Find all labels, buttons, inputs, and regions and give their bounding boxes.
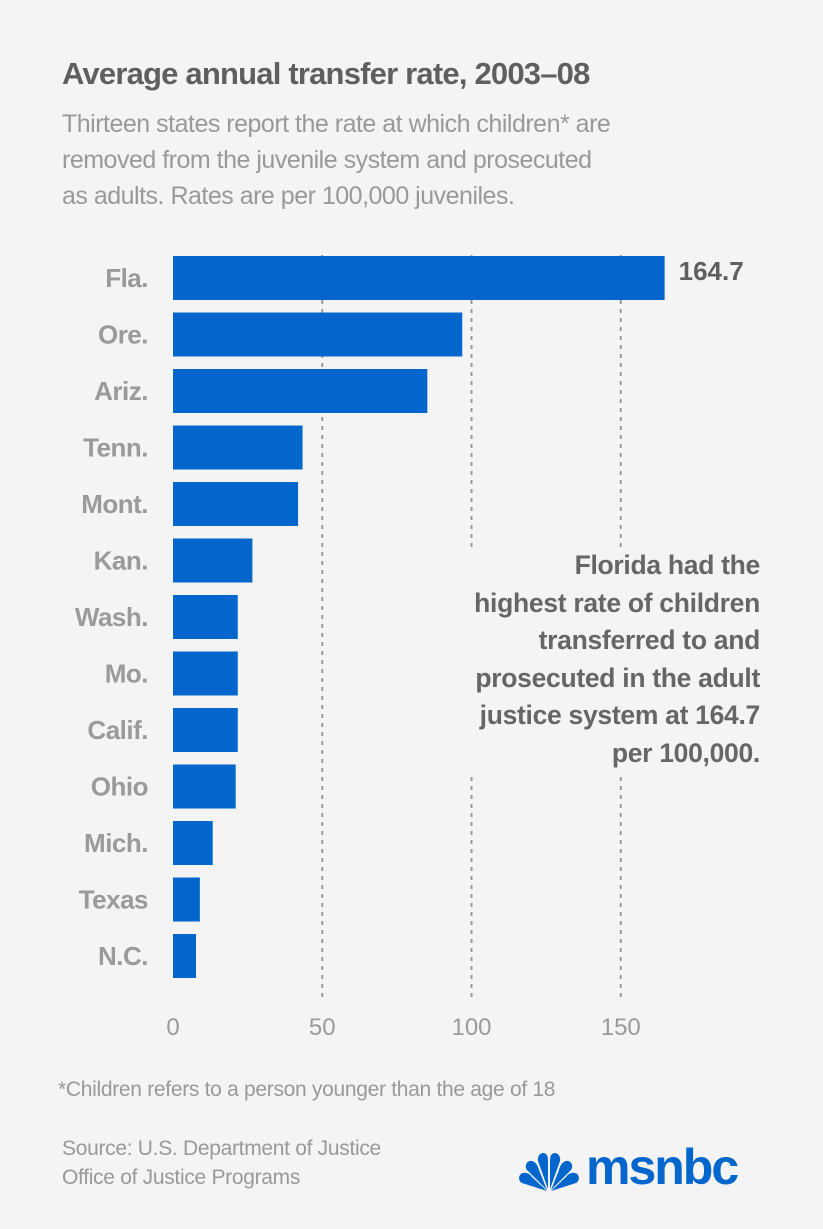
msnbc-logo: msnbc — [518, 1139, 739, 1196]
annotation-line: prosecuted in the adult — [475, 662, 760, 693]
x-tick-label: 100 — [451, 1014, 491, 1041]
subtitle-line: Thirteen states report the rate at which… — [62, 110, 611, 138]
source-line: Source: U.S. Department of Justice — [62, 1137, 381, 1160]
category-label: Texas — [79, 885, 148, 915]
source-credit: Source: U.S. Department of Justice Offic… — [62, 1134, 381, 1192]
annotation-callout: Florida had the highest rate of children… — [390, 547, 760, 772]
subtitle-line: removed from the juvenile system and pro… — [62, 146, 592, 174]
annotation-line: Florida had the — [574, 550, 761, 580]
footnote: *Children refers to a person younger tha… — [58, 1078, 556, 1101]
x-tick-label: 50 — [309, 1014, 336, 1041]
bar-mich — [173, 821, 213, 865]
bar-ariz — [173, 369, 428, 413]
category-label: Fla. — [105, 263, 148, 293]
annotation-line: per 100,000. — [611, 737, 760, 768]
annotation-line: justice system at 164.7 — [479, 700, 761, 730]
peacock-icon — [519, 1149, 579, 1191]
bar-mont — [173, 482, 299, 526]
category-label: Wash. — [75, 602, 148, 632]
chart-subtitle: Thirteen states report the rate at which… — [62, 106, 782, 214]
annotation-line: transferred to and — [538, 625, 761, 655]
category-label: Ohio — [91, 772, 148, 802]
bar-nc — [173, 934, 196, 978]
bar-kan — [173, 538, 253, 583]
bar-mo — [173, 651, 238, 696]
category-label: Mich. — [84, 828, 148, 858]
category-label: Ore. — [98, 320, 148, 350]
category-label: N.C. — [98, 941, 148, 971]
bar-tenn — [173, 425, 303, 470]
bars — [173, 256, 665, 978]
bar-calif — [173, 708, 238, 752]
category-label: Tenn. — [83, 433, 148, 463]
x-tick-label: 0 — [166, 1014, 179, 1041]
category-label: Calif. — [87, 715, 148, 745]
bar-fla — [173, 256, 665, 300]
value-label: 164.7 — [679, 256, 744, 286]
logo-wordmark: msnbc — [586, 1139, 739, 1195]
bar-texas — [173, 877, 200, 922]
bar-wash — [173, 595, 238, 639]
category-label: Mo. — [105, 659, 148, 689]
chart-title: Average annual transfer rate, 2003–08 — [62, 56, 590, 91]
bar-chart: Fla. Ore. Ariz. Tenn. Mont. Kan. Wash. Mo. Calif… — [75, 255, 744, 1041]
source-line: Office of Justice Programs — [62, 1166, 301, 1189]
annotation-line: highest rate of children — [474, 587, 760, 618]
category-label: Kan. — [94, 546, 148, 576]
x-axis-tick-labels: 0 50 100 150 — [166, 1014, 640, 1041]
bar-ore — [173, 312, 463, 357]
value-labels: 164.7 — [679, 256, 744, 286]
category-labels: Fla. Ore. Ariz. Tenn. Mont. Kan. Wash. Mo. Calif… — [75, 263, 149, 971]
category-label: Ariz. — [94, 376, 148, 406]
category-label: Mont. — [81, 489, 148, 519]
x-tick-label: 150 — [601, 1014, 641, 1041]
subtitle-line: as adults. Rates are per 100,000 juvenil… — [62, 182, 515, 210]
bar-ohio — [173, 764, 236, 809]
